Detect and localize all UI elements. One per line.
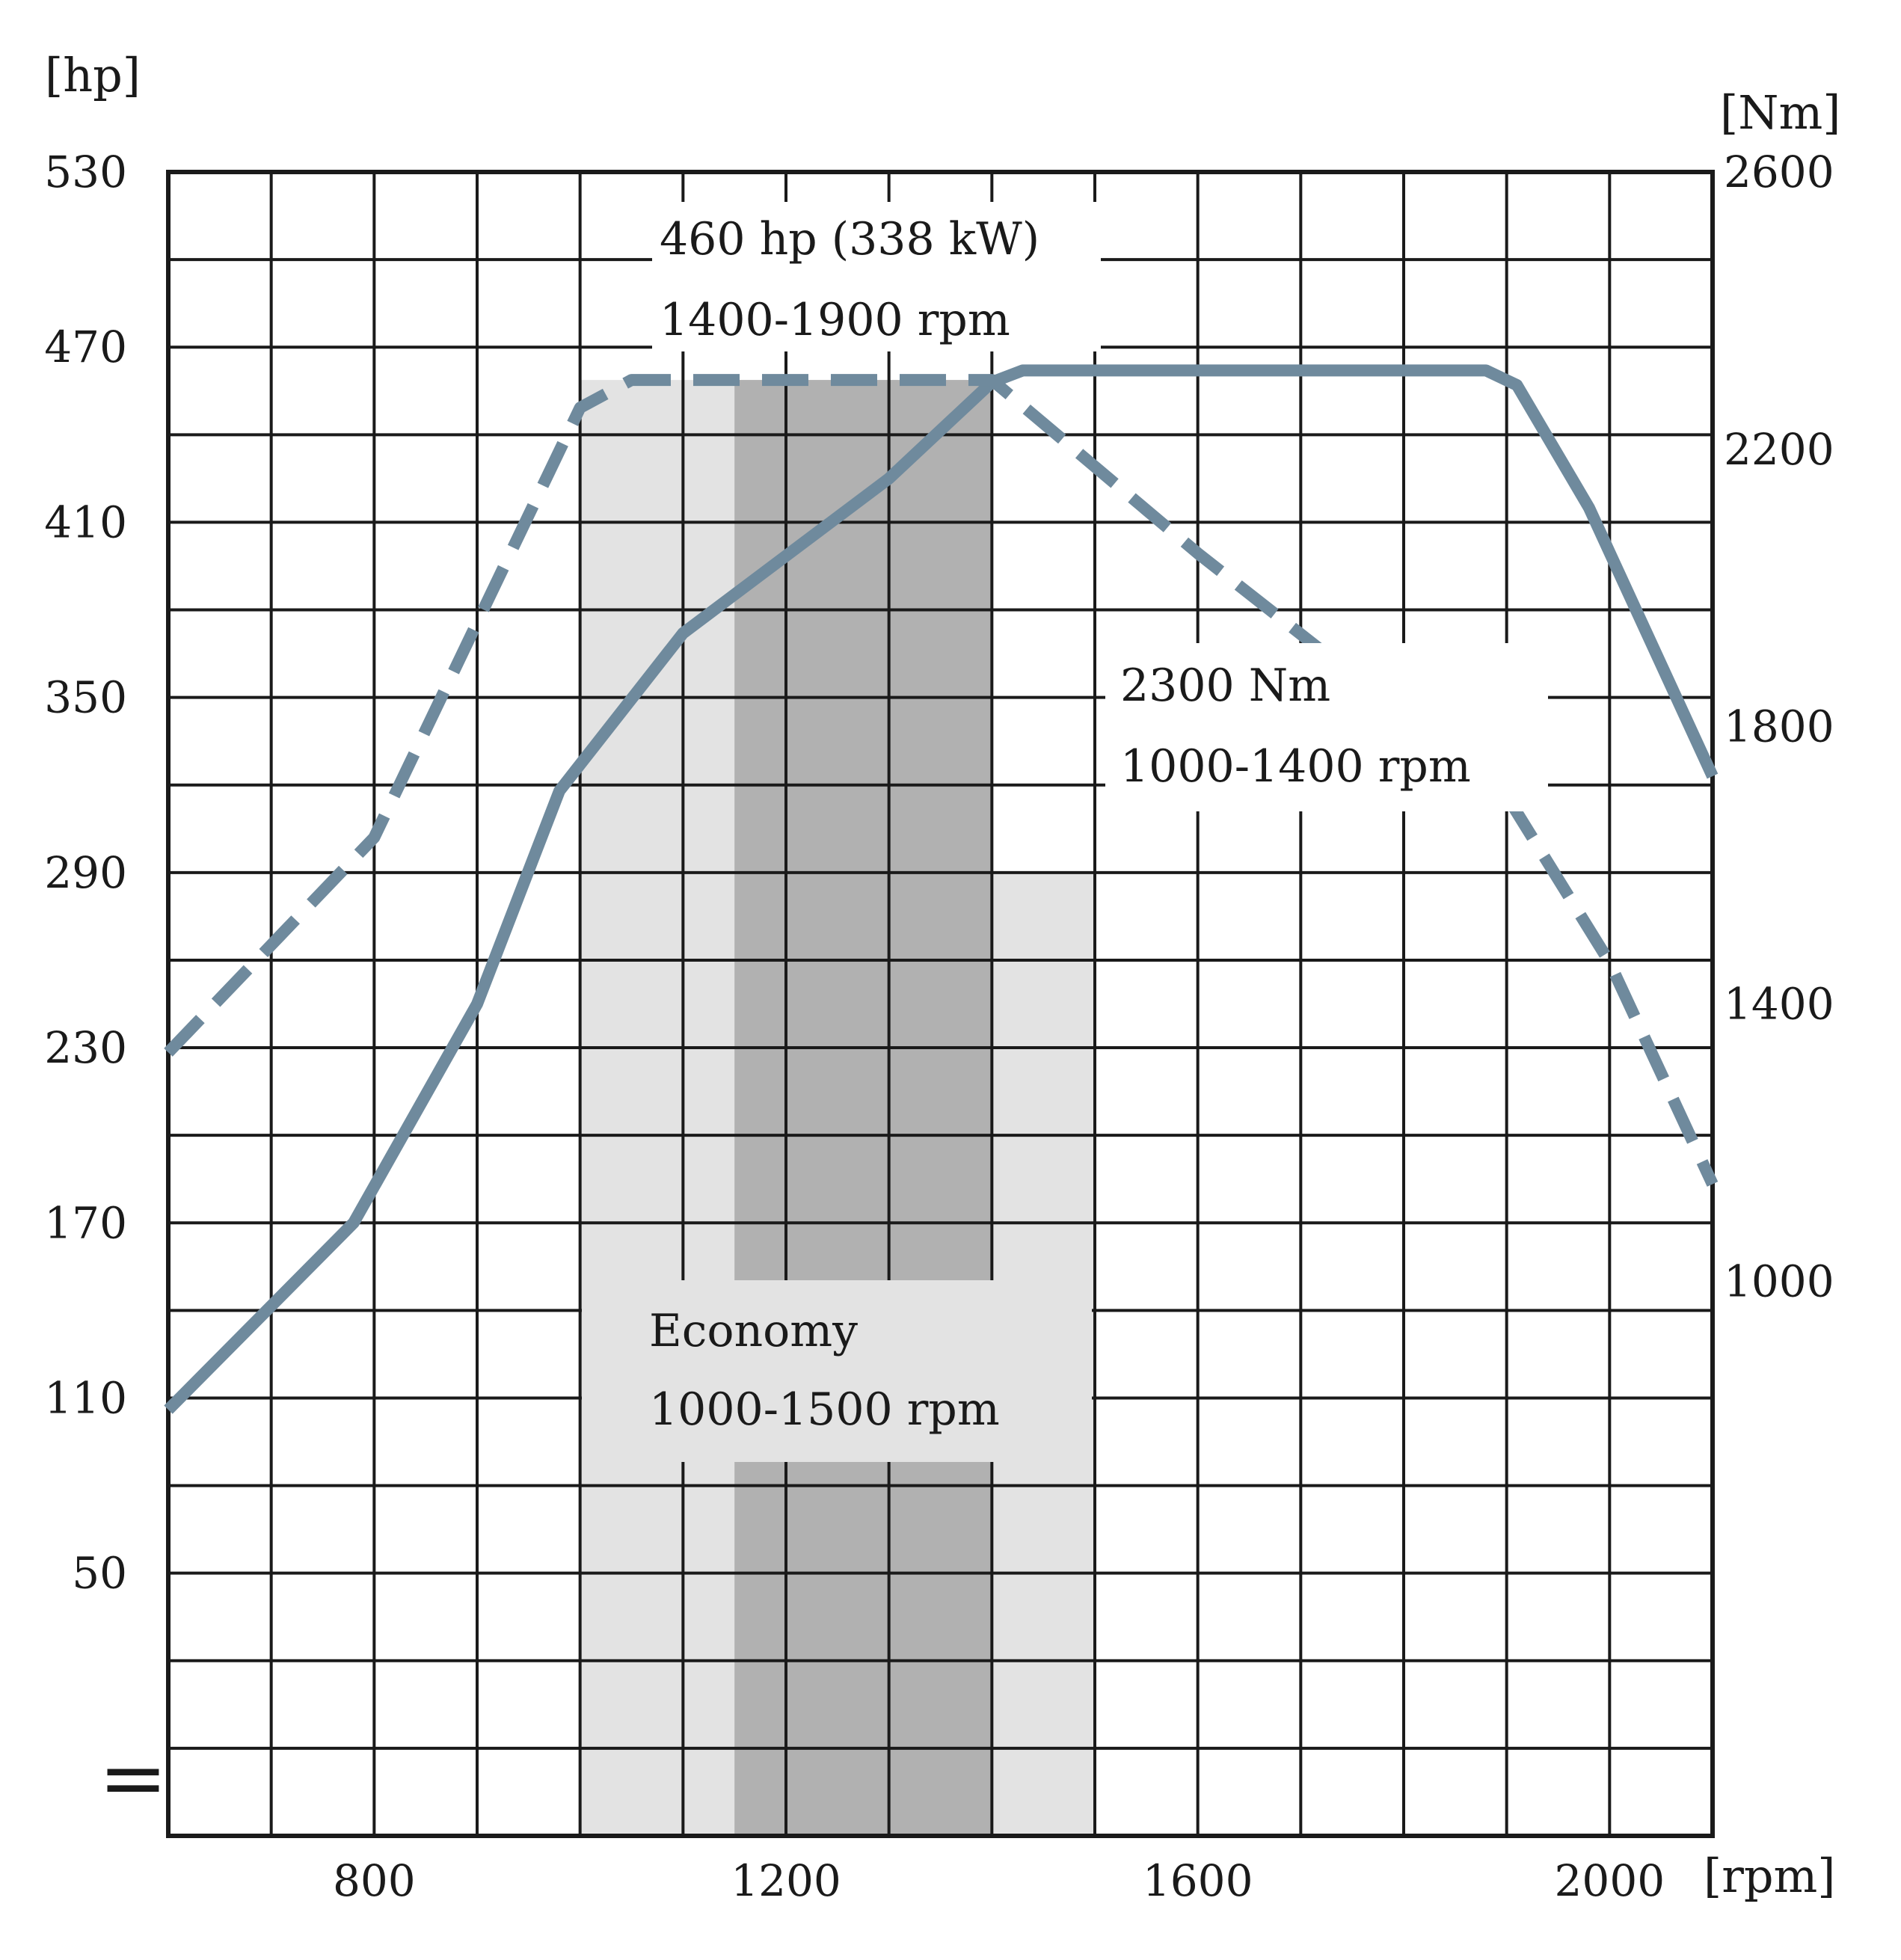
power-annotation-line1: 460 hp (338 kW) xyxy=(660,213,1039,265)
axis-unit-labels: [hp] [Nm] [rpm] = xyxy=(45,48,1840,1903)
x-tick-label: 2000 xyxy=(1555,1855,1665,1906)
plot-border xyxy=(166,170,1715,1838)
y-right-tick-label: 2600 xyxy=(1724,147,1834,197)
y-left-tick-label: 350 xyxy=(44,672,127,723)
y-left-tick-label: 50 xyxy=(72,1548,127,1599)
x-tick-label: 1200 xyxy=(731,1855,841,1906)
y-left-tick-label: 170 xyxy=(44,1197,127,1248)
power-line xyxy=(164,364,1719,1414)
y-left-tick-label: 290 xyxy=(44,847,127,898)
axis-break-symbol: = xyxy=(99,1730,168,1825)
y-left-tick-label: 410 xyxy=(44,497,127,547)
y-right-tick-label: 2200 xyxy=(1724,424,1834,475)
left-axis-unit: [hp] xyxy=(45,48,141,102)
torque-annotation-bg xyxy=(1105,643,1548,811)
economy-annotation-bg xyxy=(582,1280,1092,1462)
power-annotation-line2: 1400-1900 rpm xyxy=(660,294,1010,346)
annotations: 460 hp (338 kW) 1400-1900 rpm 2300 Nm 10… xyxy=(582,202,1548,1462)
economy-annotation-line2: 1000-1500 rpm xyxy=(649,1383,1000,1436)
economy-core-band xyxy=(734,380,992,1836)
economy-annotation-line1: Economy xyxy=(649,1305,858,1357)
economy-bands xyxy=(580,380,1095,1836)
torque-annotation-line1: 2300 Nm xyxy=(1120,660,1330,712)
y-left-tick-label: 470 xyxy=(44,322,127,372)
torque-line xyxy=(164,374,1719,1187)
x-axis-unit: [rpm] xyxy=(1704,1849,1836,1903)
x-tick-label: 800 xyxy=(333,1855,416,1906)
plot-frame xyxy=(166,170,1715,1838)
torque-annotation-line2: 1000-1400 rpm xyxy=(1120,740,1471,793)
y-right-tick-label: 1400 xyxy=(1724,979,1834,1030)
y-left-tick-label: 110 xyxy=(44,1372,127,1423)
y-left-tick-label: 530 xyxy=(44,147,127,197)
y-left-tick-label: 230 xyxy=(44,1022,127,1073)
x-tick-label: 1600 xyxy=(1143,1855,1253,1906)
series-lines xyxy=(164,364,1719,1414)
y-right-tick-label: 1800 xyxy=(1724,701,1834,752)
y-right-tick-label: 1000 xyxy=(1724,1256,1834,1306)
tick-labels: 530 470 410 350 290 230 170 110 50 2600 2200 1800 14… xyxy=(44,147,1834,1906)
right-axis-unit: [Nm] xyxy=(1720,85,1840,140)
power-annotation-bg xyxy=(652,202,1101,351)
